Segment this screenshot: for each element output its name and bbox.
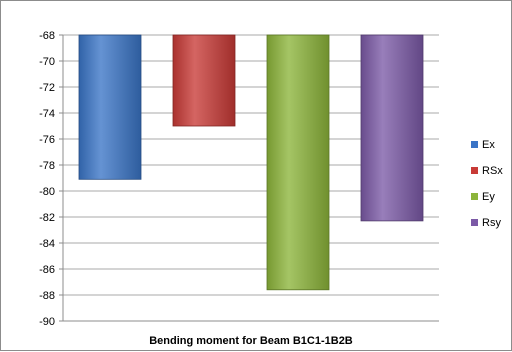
legend-swatch-ex xyxy=(471,141,478,148)
legend-swatch-rsy xyxy=(471,219,478,226)
y-tick-label: -84 xyxy=(39,238,55,250)
x-axis-title: Bending moment for Beam B1C1-1B2B xyxy=(149,335,353,347)
y-tick-label: -90 xyxy=(39,316,55,328)
bar-rsy xyxy=(360,34,424,222)
legend-label-rsx: RSx xyxy=(482,165,503,177)
legend-swatch-ey xyxy=(471,193,478,200)
y-tick-labels: -68 -70 -72 -74 -76 -78 -80 -82 -84 -86 -88 -90 xyxy=(39,30,55,328)
y-tick-label: -82 xyxy=(39,212,55,224)
legend: Ex RSx Ey Rsy xyxy=(471,139,503,229)
legend-label-ey: Ey xyxy=(482,191,495,203)
y-tick-label: -76 xyxy=(39,134,55,146)
y-tick-label: -86 xyxy=(39,264,55,276)
y-tick-label: -88 xyxy=(39,290,55,302)
axes xyxy=(62,35,439,322)
y-tick-label: -80 xyxy=(39,186,55,198)
legend-label-rsy: Rsy xyxy=(482,217,501,229)
bar-rsx xyxy=(172,34,236,127)
y-tick-label: -68 xyxy=(39,30,55,42)
y-tick-label: -70 xyxy=(39,56,55,68)
y-tick-label: -78 xyxy=(39,160,55,172)
bar-ex xyxy=(78,34,142,180)
y-tick-label: -72 xyxy=(39,82,55,94)
legend-label-ex: Ex xyxy=(482,139,495,151)
y-tick-label: -74 xyxy=(39,108,55,120)
legend-swatch-rsx xyxy=(471,167,478,174)
bars xyxy=(78,34,424,291)
bar-ey xyxy=(266,34,330,291)
